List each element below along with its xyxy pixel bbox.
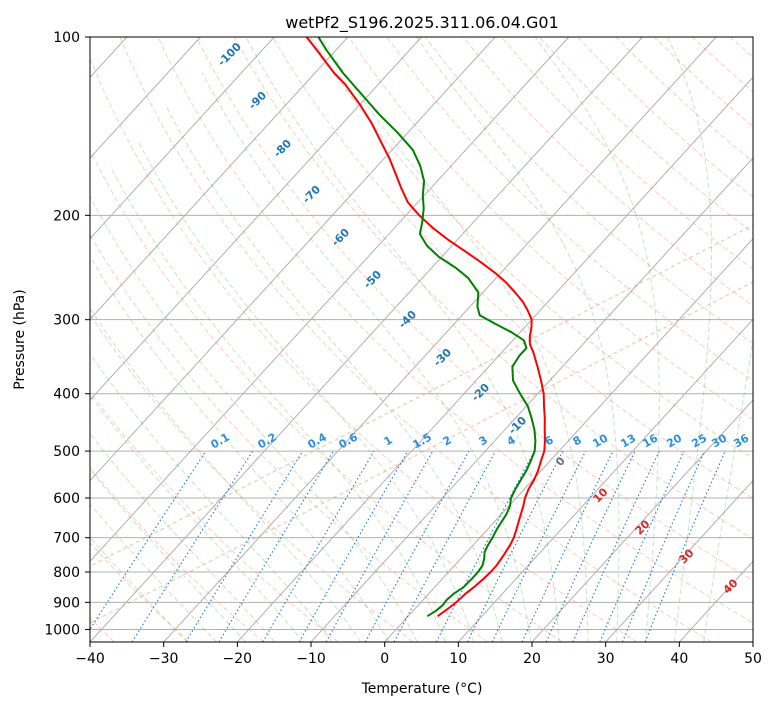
dry-adiabat-line — [157, 37, 753, 624]
plot-frame — [89, 36, 754, 643]
mixing-ratio-line — [599, 450, 685, 642]
moist-adiabat-line — [90, 307, 361, 642]
moist-adiabat-line — [703, 336, 753, 642]
moist-adiabat-line — [90, 255, 390, 642]
x-axis-label: Temperature (°C) — [361, 681, 483, 697]
y-tick-label: 700 — [53, 531, 80, 547]
isotherm-gridline — [90, 37, 275, 240]
y-tick-label: 200 — [53, 208, 80, 224]
moist-adiabat-line — [90, 503, 217, 642]
mixing-ratio-line — [325, 450, 434, 642]
mixing-ratio-line — [90, 450, 207, 631]
isotherm-gridline — [310, 157, 753, 642]
moist-adiabat-line — [534, 37, 660, 642]
y-tick-label: 500 — [53, 444, 80, 460]
mixing-ratio-line — [364, 450, 470, 642]
dry-adiabat-line — [195, 37, 753, 582]
y-tick-label: 300 — [53, 313, 80, 329]
moist-adiabat-line — [321, 37, 589, 642]
profile-series — [305, 37, 546, 618]
dry-adiabat-line — [272, 37, 753, 500]
dry-adiabat-line — [233, 37, 753, 540]
background-curve — [90, 224, 753, 567]
dry-adiabat-line — [386, 37, 753, 382]
x-tick-label: 40 — [670, 651, 688, 667]
temperature-line — [305, 37, 546, 618]
mixing-ratio-line — [644, 450, 726, 642]
mixing-ratio-line — [131, 450, 254, 642]
isotherm-gridline — [605, 479, 753, 642]
isotherm-gridline — [90, 37, 643, 642]
x-tick-label: 10 — [449, 651, 467, 667]
y-tick-label: 100 — [53, 30, 80, 46]
moist-adiabat-line — [90, 394, 304, 642]
moist-adiabat-line — [164, 104, 503, 642]
mixing-ratio-line — [467, 450, 564, 642]
x-tick-label: 30 — [597, 651, 615, 667]
isotherm-gridline — [90, 37, 349, 321]
mixing-ratio-line — [393, 450, 496, 642]
moist-adiabat-line — [137, 141, 475, 642]
isotherm-gridline — [236, 76, 753, 642]
mixing-ratio-line — [185, 450, 304, 642]
x-tick-label: −10 — [296, 651, 326, 667]
y-tick-label: 600 — [53, 491, 80, 507]
mixing-ratio-line — [491, 450, 587, 642]
y-tick-label: 1000 — [44, 622, 80, 638]
background-curve — [90, 281, 753, 624]
y-tick-label: 800 — [53, 565, 80, 581]
dry-adiabat-line — [424, 37, 753, 344]
dry-adiabat-line — [90, 149, 563, 642]
isotherm-gridline — [90, 37, 422, 401]
y-tick-label: 900 — [53, 595, 80, 611]
moist-adiabat-line — [201, 72, 532, 642]
moist-adiabat-line — [90, 536, 188, 642]
x-tick-label: −30 — [149, 651, 179, 667]
chart-title: wetPf2_S196.2025.311.06.04.G01 — [285, 13, 559, 33]
moist-adiabat-line — [666, 37, 712, 642]
x-tick-label: −20 — [223, 651, 253, 667]
isotherm-gridline — [384, 237, 753, 642]
y-tick-label: 400 — [53, 387, 80, 403]
isotherm-gridline — [531, 399, 753, 642]
isotherm-gridline — [163, 37, 717, 642]
isotherm-gridline — [90, 37, 570, 563]
isotherm-gridline — [90, 37, 201, 159]
moist-adiabat-line — [109, 165, 447, 642]
mixing-ratio-line — [572, 450, 660, 642]
x-tick-label: 20 — [523, 651, 541, 667]
dewpoint-line — [317, 37, 537, 618]
moist-adiabat-line — [90, 432, 276, 642]
plot-background — [90, 37, 753, 642]
isotherm-gridline — [752, 641, 753, 642]
dry-adiabat-line — [90, 57, 638, 642]
x-tick-label: −40 — [75, 651, 105, 667]
x-tick-label: 50 — [744, 651, 762, 667]
dry-adiabat-line — [119, 37, 712, 642]
isotherm-gridline — [457, 318, 753, 642]
mixing-ratio-line — [621, 450, 706, 642]
moist-adiabat-line — [90, 195, 418, 642]
dry-adiabat-line — [310, 37, 753, 460]
moist-adiabat-line — [415, 37, 620, 642]
axes: −40 −30 −20 −10 0 10 20 30 40 50 100 200 300 400 500 60… — [44, 30, 762, 667]
y-axis-label: Pressure (hPa) — [12, 289, 28, 389]
x-tick-label: 0 — [380, 651, 389, 667]
moist-adiabat-line — [245, 37, 560, 642]
dry-adiabat-line — [90, 313, 414, 642]
dry-adiabat-line — [769, 37, 775, 642]
